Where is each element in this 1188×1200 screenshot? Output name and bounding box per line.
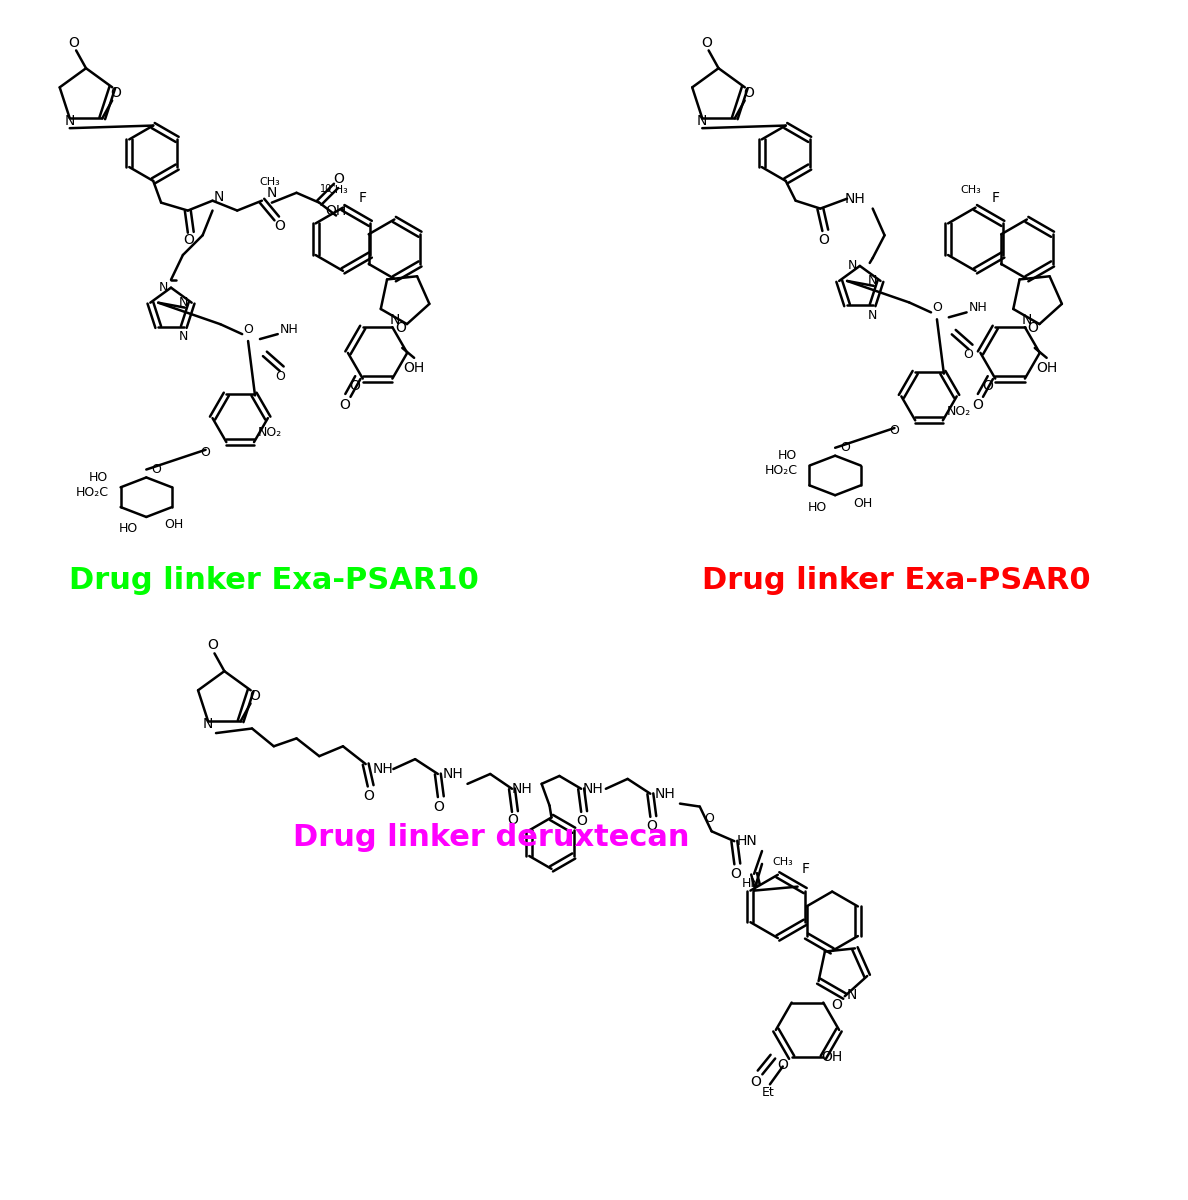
Text: O: O	[507, 814, 518, 828]
Text: O: O	[394, 322, 406, 335]
Text: O: O	[840, 442, 849, 455]
Text: NH: NH	[442, 767, 463, 781]
Text: HO: HO	[119, 522, 138, 535]
Text: NH: NH	[512, 781, 532, 796]
Text: HN: HN	[741, 877, 760, 890]
Text: O: O	[340, 398, 350, 413]
Text: O: O	[701, 36, 712, 49]
Text: N: N	[158, 281, 168, 294]
Text: N: N	[868, 308, 877, 322]
Text: O: O	[69, 36, 80, 49]
Text: OH: OH	[164, 518, 184, 532]
Text: HO: HO	[778, 449, 797, 462]
Text: NO₂: NO₂	[258, 426, 282, 439]
Text: O: O	[744, 85, 754, 100]
Text: N: N	[203, 718, 214, 731]
Text: O: O	[832, 998, 842, 1013]
Text: O: O	[890, 425, 899, 438]
Text: O: O	[576, 815, 588, 828]
Text: N: N	[847, 989, 857, 1002]
Text: O: O	[274, 370, 285, 383]
Text: Drug linker Exa-PSAR10: Drug linker Exa-PSAR10	[69, 565, 479, 595]
Text: F: F	[802, 862, 809, 876]
Text: N: N	[179, 330, 189, 343]
Text: O: O	[963, 348, 973, 361]
Text: N: N	[697, 114, 707, 128]
Text: CH₃: CH₃	[772, 857, 794, 866]
Text: N: N	[214, 190, 223, 204]
Text: N: N	[1022, 313, 1032, 328]
Text: O: O	[777, 1057, 788, 1072]
Text: O: O	[274, 220, 285, 233]
Text: O: O	[334, 172, 345, 186]
Text: CH₃: CH₃	[328, 185, 348, 194]
Text: O: O	[434, 799, 444, 814]
Text: 10: 10	[320, 184, 333, 194]
Text: O: O	[933, 301, 942, 314]
Text: O: O	[249, 689, 260, 702]
Text: O: O	[817, 233, 829, 247]
Text: NH: NH	[845, 192, 865, 205]
Text: OH: OH	[326, 204, 347, 217]
Text: O: O	[244, 323, 253, 336]
Text: N: N	[868, 275, 877, 288]
Text: O: O	[364, 788, 374, 803]
Text: F: F	[991, 191, 999, 205]
Text: O: O	[972, 398, 982, 413]
Text: N: N	[847, 259, 857, 272]
Text: OH: OH	[404, 361, 425, 374]
Text: NH: NH	[280, 323, 299, 336]
Text: O: O	[183, 233, 194, 247]
Text: O: O	[751, 1075, 762, 1090]
Text: O: O	[982, 378, 993, 392]
Text: O: O	[729, 866, 741, 881]
Text: O: O	[646, 820, 657, 833]
Text: CH₃: CH₃	[960, 185, 981, 194]
Text: Et: Et	[762, 1086, 775, 1099]
Text: O: O	[704, 812, 714, 824]
Text: O: O	[110, 85, 121, 100]
Text: NH: NH	[655, 787, 676, 800]
Text: F: F	[359, 191, 367, 205]
Text: N: N	[179, 296, 189, 310]
Text: N: N	[64, 114, 75, 128]
Text: O: O	[1028, 322, 1038, 335]
Text: CH₃: CH₃	[259, 176, 280, 187]
Text: OH: OH	[1036, 361, 1057, 374]
Text: O: O	[201, 446, 210, 460]
Text: NO₂: NO₂	[947, 404, 971, 418]
Text: NH: NH	[373, 762, 394, 776]
Text: N: N	[266, 186, 277, 199]
Text: OH: OH	[822, 1050, 842, 1063]
Text: NH: NH	[582, 781, 604, 796]
Text: NH: NH	[969, 301, 988, 314]
Text: N: N	[390, 313, 399, 328]
Text: HO: HO	[89, 470, 108, 484]
Text: O: O	[151, 463, 162, 476]
Text: HO₂C: HO₂C	[76, 486, 108, 499]
Text: O: O	[349, 378, 360, 392]
Text: HO₂C: HO₂C	[764, 464, 797, 478]
Text: Drug linker deruxtecan: Drug linker deruxtecan	[293, 823, 689, 852]
Text: HO: HO	[808, 500, 827, 514]
Text: Drug linker Exa-PSAR0: Drug linker Exa-PSAR0	[702, 565, 1091, 595]
Text: HN: HN	[737, 834, 758, 848]
Text: O: O	[207, 638, 217, 653]
Text: OH: OH	[853, 497, 872, 510]
